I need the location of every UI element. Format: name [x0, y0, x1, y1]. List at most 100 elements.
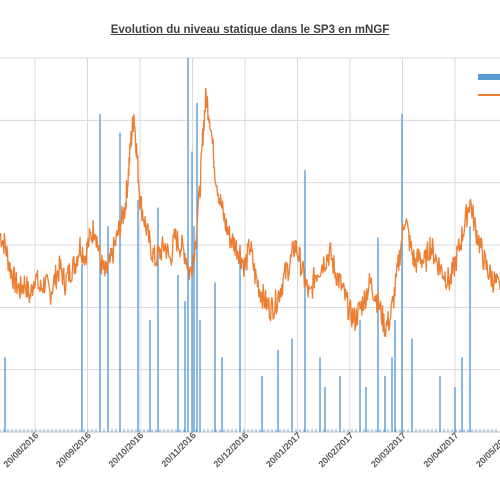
- bar-mark: [435, 429, 437, 432]
- bar-mark: [459, 429, 461, 432]
- bar-mark: [279, 429, 281, 432]
- bar-mark: [91, 429, 93, 432]
- bar-mark: [159, 429, 161, 432]
- bar-mark: [391, 429, 393, 432]
- bar-mark: [403, 429, 405, 432]
- bar-mark: [487, 429, 489, 432]
- bar-mark: [119, 429, 121, 432]
- bar-mark: [261, 375, 263, 432]
- bar-mark: [255, 429, 257, 432]
- bar-mark: [23, 429, 25, 432]
- bar-mark: [235, 429, 237, 432]
- bar-mark: [199, 319, 201, 432]
- bar-mark: [196, 102, 198, 432]
- x-tick-label: 20/01/2017: [264, 430, 303, 469]
- x-tick-label: 20/02/2017: [316, 430, 355, 469]
- x-tick-label: 20/04/2017: [421, 430, 460, 469]
- bar-mark: [79, 429, 81, 432]
- chart-title: Evolution du niveau statique dans le SP3…: [110, 24, 390, 36]
- bar-mark: [123, 429, 125, 432]
- bar-mark: [323, 429, 325, 432]
- bar-mark: [59, 429, 61, 432]
- bar-mark: [411, 429, 413, 432]
- bar-mark: [83, 429, 85, 432]
- bar-mark: [491, 429, 493, 432]
- bar-mark: [55, 429, 57, 432]
- bar-mark: [415, 429, 417, 432]
- bar-mark: [137, 200, 139, 432]
- bar-mark: [319, 429, 321, 432]
- bar-mark: [191, 151, 193, 432]
- x-tick-label: 20/10/2016: [106, 430, 145, 469]
- bar-mark: [359, 429, 361, 432]
- x-tick-label: 20/11/2016: [159, 430, 198, 469]
- bar-mark: [107, 429, 109, 432]
- bar-mark: [143, 429, 145, 432]
- bar-mark: [351, 429, 353, 432]
- bar-mark: [151, 429, 153, 432]
- bar-mark: [391, 357, 393, 432]
- x-tick-label: 20/03/2017: [369, 430, 408, 469]
- bar-mark: [4, 357, 6, 432]
- bar-mark: [371, 429, 373, 432]
- bar-mark: [401, 114, 403, 432]
- bar-mark: [147, 429, 149, 432]
- bar-mark: [447, 429, 449, 432]
- bar-mark: [304, 170, 306, 432]
- bar-mark: [27, 429, 29, 432]
- bar-mark: [99, 429, 101, 432]
- bar-mark: [135, 429, 137, 432]
- bar-mark: [275, 429, 277, 432]
- bar-mark: [239, 245, 241, 432]
- bar-mark: [443, 429, 445, 432]
- bar-mark: [67, 429, 69, 432]
- bar-mark: [377, 237, 379, 432]
- bar-mark: [387, 429, 389, 432]
- bar-mark: [365, 387, 367, 432]
- bar-mark: [95, 429, 97, 432]
- bar-mark: [423, 429, 425, 432]
- bar-mark: [11, 429, 13, 432]
- bar-mark: [199, 429, 201, 432]
- bar-mark: [384, 375, 386, 432]
- bar-mark: [327, 429, 329, 432]
- bar-mark: [427, 429, 429, 432]
- bar-mark: [263, 429, 265, 432]
- bar-mark: [469, 226, 471, 432]
- bar-mark: [259, 429, 261, 432]
- bar-mark: [367, 429, 369, 432]
- bar-mark: [287, 429, 289, 432]
- bar-mark: [394, 319, 396, 432]
- bar-mark: [363, 429, 365, 432]
- bar-mark: [475, 429, 477, 432]
- bar-mark: [171, 429, 173, 432]
- bar-mark: [483, 429, 485, 432]
- bar-mark: [179, 429, 181, 432]
- bar-mark: [131, 429, 133, 432]
- bar-mark: [359, 319, 361, 432]
- bar-mark: [467, 429, 469, 432]
- legend-swatch-bar: [478, 74, 500, 80]
- bar-mark: [247, 429, 249, 432]
- bar-mark: [111, 429, 113, 432]
- bar-mark: [383, 429, 385, 432]
- bar-mark: [0, 429, 1, 432]
- bar-mark: [454, 387, 456, 432]
- bar-mark: [299, 429, 301, 432]
- bar-mark: [339, 429, 341, 432]
- bar-mark: [335, 429, 337, 432]
- bar-mark: [15, 429, 17, 432]
- bar-mark: [291, 429, 293, 432]
- bar-mark: [431, 429, 433, 432]
- bar-mark: [149, 319, 151, 432]
- bar-mark: [99, 114, 101, 432]
- x-tick-label: 20/09/2016: [54, 430, 93, 469]
- x-tick-label: 20/05/2017: [474, 430, 500, 469]
- bar-mark: [231, 429, 233, 432]
- bar-mark: [31, 429, 33, 432]
- bar-mark: [103, 429, 105, 432]
- bar-mark: [81, 263, 83, 432]
- x-tick-label: 20/12/2016: [211, 430, 250, 469]
- bar-mark: [399, 429, 401, 432]
